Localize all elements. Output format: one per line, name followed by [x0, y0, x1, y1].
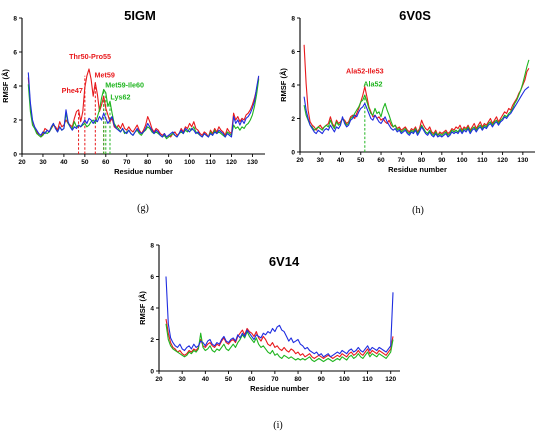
- x-tick-label: 130: [247, 159, 258, 166]
- y-tick-label: 0: [291, 149, 295, 156]
- panel-caption: (i): [273, 420, 282, 431]
- panel-title: 6V0S: [399, 8, 431, 23]
- x-tick-label: 100: [339, 376, 350, 383]
- residue-annotation: Thr50-Pro55: [69, 52, 111, 61]
- x-tick-label: 30: [39, 159, 47, 166]
- x-tick-label: 80: [418, 157, 426, 164]
- y-tick-label: 2: [13, 117, 17, 124]
- y-tick-label: 4: [150, 305, 154, 312]
- x-tick-label: 120: [385, 376, 396, 383]
- x-tick-label: 90: [165, 159, 173, 166]
- rmsf-series-red: [27, 68, 260, 138]
- x-tick-label: 30: [179, 376, 187, 383]
- panel-title: 5IGM: [124, 8, 156, 23]
- y-tick-label: 6: [13, 49, 17, 56]
- x-tick-label: 110: [362, 376, 373, 383]
- y-tick-label: 2: [150, 337, 154, 344]
- x-tick-label: 70: [398, 157, 406, 164]
- x-tick-label: 70: [271, 376, 279, 383]
- x-axis-label: Residue number: [388, 165, 447, 174]
- x-tick-label: 50: [357, 157, 365, 164]
- x-tick-label: 120: [226, 159, 237, 166]
- x-tick-label: 40: [60, 159, 68, 166]
- x-axis-label: Residue number: [250, 384, 309, 393]
- x-tick-label: 50: [225, 376, 233, 383]
- x-tick-label: 80: [294, 376, 302, 383]
- rmsf-series-blue: [165, 276, 394, 358]
- x-tick-label: 40: [337, 157, 345, 164]
- rmsf-series-green: [303, 59, 530, 136]
- x-tick-label: 100: [184, 159, 195, 166]
- x-tick-label: 60: [377, 157, 385, 164]
- rmsf-series-blue: [27, 72, 260, 138]
- y-tick-label: 8: [291, 15, 295, 22]
- x-tick-label: 20: [155, 376, 163, 383]
- x-tick-label: 40: [202, 376, 210, 383]
- x-tick-label: 80: [144, 159, 152, 166]
- y-tick-label: 8: [150, 242, 154, 249]
- residue-annotation: Ala52: [363, 80, 382, 89]
- residue-annotation: Lys62: [110, 93, 130, 102]
- x-axis-label: Residue number: [114, 167, 173, 176]
- y-tick-label: 0: [150, 368, 154, 375]
- y-axis-label: RMSF (Å): [1, 69, 10, 103]
- residue-annotation: Phe47: [62, 86, 83, 95]
- y-tick-label: 0: [13, 151, 17, 158]
- x-tick-label: 50: [81, 159, 89, 166]
- y-tick-label: 8: [13, 15, 17, 22]
- panel-6v0s: 20 30 40 50 60 70 80 90 100 110 120 130 0 2 4 6 8 Ala52-I…: [279, 8, 535, 216]
- x-tick-label: 90: [438, 157, 446, 164]
- x-tick-label: 70: [123, 159, 131, 166]
- residue-annotation: Met59: [95, 71, 115, 80]
- y-axis-label: RMSF (Å): [138, 291, 147, 325]
- x-tick-label: 110: [205, 159, 216, 166]
- x-tick-label: 110: [477, 157, 488, 164]
- x-tick-label: 60: [248, 376, 256, 383]
- x-tick-label: 120: [497, 157, 508, 164]
- panel-5igm: 20 30 40 50 60 70 80 90 100 110 120 130 0 2 4 6 8 Thr50-P…: [1, 8, 265, 214]
- x-tick-label: 100: [457, 157, 468, 164]
- y-tick-label: 6: [291, 49, 295, 56]
- y-tick-label: 6: [150, 274, 154, 281]
- y-tick-label: 4: [291, 82, 295, 89]
- panel-caption: (g): [137, 203, 149, 214]
- x-tick-label: 60: [102, 159, 110, 166]
- panel-title: 6V14: [269, 254, 300, 269]
- y-tick-label: 2: [291, 116, 295, 123]
- y-tick-label: 4: [13, 83, 17, 90]
- x-tick-label: 20: [18, 159, 26, 166]
- x-tick-label: 130: [517, 157, 528, 164]
- x-tick-label: 30: [317, 157, 325, 164]
- rmsf-series-blue: [303, 86, 530, 138]
- rmsf-series-green: [165, 323, 394, 363]
- x-tick-label: 90: [318, 376, 326, 383]
- panel-caption: (h): [412, 205, 424, 216]
- x-tick-label: 20: [296, 157, 304, 164]
- residue-annotation: Ala52-Ile53: [346, 66, 384, 75]
- panel-6v14: 20 30 40 50 60 70 80 90 100 110 120 0 2 4 6 8 6V14 Residu…: [138, 242, 400, 431]
- y-axis-label: RMSF (Å): [279, 68, 288, 102]
- residue-annotation: Met59-Ile60: [105, 81, 144, 90]
- rmsf-series-red: [165, 318, 394, 359]
